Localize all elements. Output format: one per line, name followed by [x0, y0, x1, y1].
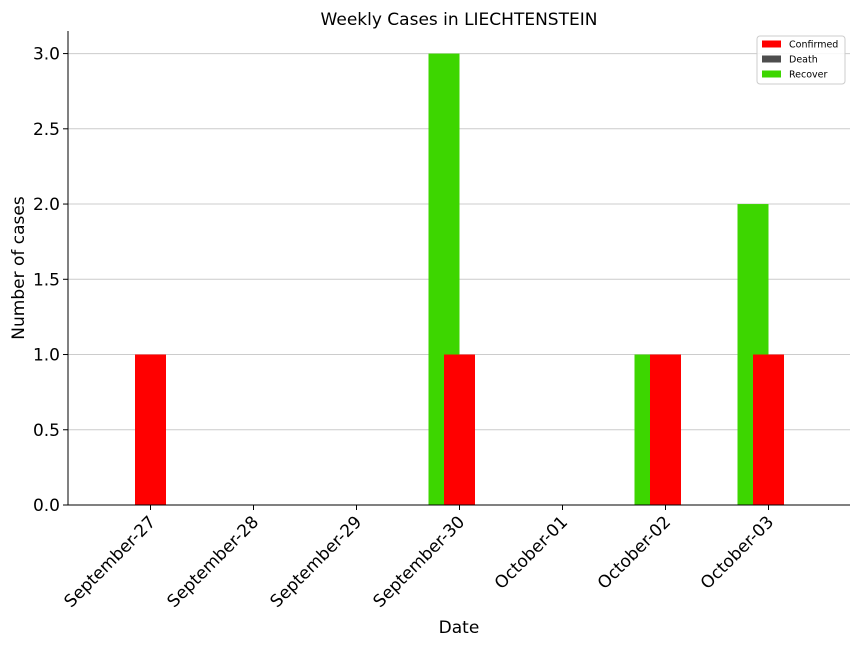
bar-confirmed-september-30	[444, 354, 475, 505]
legend-swatch-death	[762, 55, 781, 63]
chart-title: Weekly Cases in LIECHTENSTEIN	[321, 10, 598, 30]
legend-swatch-recover	[762, 70, 781, 78]
legend: Confirmed Death Recover	[756, 35, 846, 85]
y-tick-label: 3.0	[33, 45, 60, 65]
x-tick-label: September-28	[164, 512, 263, 611]
bar-confirmed-october-03	[753, 354, 784, 505]
legend-label-confirmed: Confirmed	[789, 40, 838, 51]
x-tick-label: September-29	[267, 512, 366, 611]
y-ticks: 0.0 0.5 1.0 1.5 2.0 2.5 3.0	[33, 45, 68, 516]
y-tick-label: 2.0	[33, 195, 60, 215]
x-tick-label: September-27	[61, 512, 160, 611]
x-tick-label: October-03	[697, 512, 778, 593]
bar-confirmed-october-02	[650, 354, 681, 505]
legend-label-death: Death	[789, 55, 818, 66]
y-tick-label: 1.0	[33, 346, 60, 366]
x-tick-label: September-30	[370, 512, 469, 611]
x-ticks: September-27 September-28 September-29 Sept…	[61, 505, 778, 612]
x-tick-label: October-01	[491, 512, 572, 593]
y-tick-label: 1.5	[33, 270, 60, 290]
y-tick-label: 0.5	[33, 421, 60, 441]
legend-swatch-confirmed	[762, 40, 781, 48]
bar-confirmed-september-27	[135, 354, 166, 505]
x-axis-label: Date	[439, 618, 480, 638]
y-tick-label: 2.5	[33, 120, 60, 140]
y-axis-label: Number of cases	[9, 196, 29, 340]
bars	[135, 53, 784, 506]
legend-label-recover: Recover	[789, 70, 828, 81]
x-tick-label: October-02	[594, 512, 675, 593]
y-tick-label: 0.0	[33, 496, 60, 516]
